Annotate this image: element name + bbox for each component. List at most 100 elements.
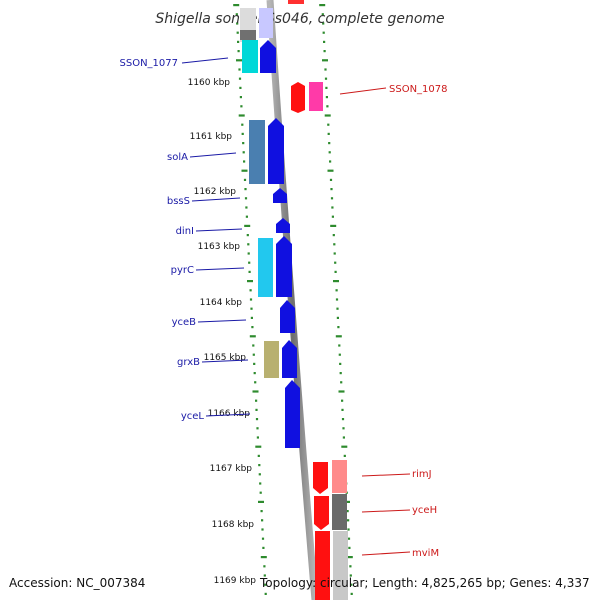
topology-text: Topology: circular; Length: 4,825,265 bp…	[259, 576, 590, 590]
gene-label-SSON_1077[interactable]: SSON_1077	[120, 58, 179, 69]
tick-dot	[350, 592, 353, 595]
kbp-tick-label: 1166 kbp	[208, 409, 251, 419]
kbp-tick-label: 1164 kbp	[200, 298, 243, 308]
tick-dot	[258, 500, 264, 503]
kbp-tick-label: 1167 kbp	[210, 464, 253, 474]
tick-dot	[252, 353, 255, 356]
gene-arrow-yceH	[314, 496, 329, 530]
tick-dot	[331, 206, 334, 209]
gene-arrow-yceL	[285, 380, 300, 448]
tick-dot	[236, 22, 239, 25]
gene-block	[288, 0, 304, 4]
tick-dot	[247, 252, 250, 255]
kbp-tick-label: 1161 kbp	[190, 132, 233, 142]
tick-dot	[245, 206, 248, 209]
tick-dot	[237, 50, 240, 53]
gene-label-yceB[interactable]: yceB	[172, 317, 197, 328]
tick-dot	[240, 105, 243, 108]
tick-dot	[237, 40, 240, 43]
gene-label-SSON_1078[interactable]: SSON_1078	[389, 84, 448, 95]
tick-dot	[255, 408, 258, 411]
tick-dot	[323, 50, 326, 53]
gene-arrow	[259, 8, 273, 38]
tick-dot	[255, 418, 259, 421]
tick-dot	[349, 574, 352, 577]
tick-dot	[250, 307, 253, 310]
accession-text: Accession: NC_007384	[9, 576, 145, 590]
kbp-tick-label: 1162 kbp	[194, 187, 237, 197]
gene-label-solA[interactable]: solA	[167, 152, 188, 163]
tick-dot	[241, 169, 248, 172]
tick-dot	[233, 4, 240, 7]
tick-dot	[261, 528, 264, 531]
gene-block-pyrC	[258, 238, 273, 297]
map-title: Shigella sonnei Ss046, complete genome	[155, 11, 444, 27]
tick-dot	[336, 307, 339, 310]
tick-dot	[338, 353, 341, 356]
tick-dot	[327, 123, 330, 126]
kbp-tick-label: 1168 kbp	[212, 520, 255, 530]
tick-dot	[319, 4, 326, 7]
kbp-tick-label: 1160 kbp	[188, 78, 231, 88]
tick-dot	[242, 151, 245, 154]
tick-dot	[324, 114, 331, 117]
gene-label-rimJ[interactable]: rimJ	[412, 469, 432, 480]
gene-label-dinI[interactable]: dinI	[176, 226, 194, 237]
tick-dot	[335, 289, 338, 292]
tick-dot	[323, 40, 326, 43]
gene-label-yceL[interactable]: yceL	[181, 411, 205, 422]
tick-dot	[349, 565, 352, 568]
gene-arrow	[282, 340, 297, 378]
gene-arrow-dinI	[276, 218, 290, 233]
genome-backbone	[266, 0, 319, 600]
tick-dot	[249, 289, 252, 292]
gene-features-left	[240, 8, 300, 448]
tick-dot	[327, 169, 334, 172]
tick-dot	[248, 261, 251, 264]
tick-dot	[264, 592, 267, 595]
gene-arrow-yceB	[280, 300, 295, 333]
gene-arrow-bssS	[273, 188, 287, 203]
gene-block	[309, 82, 323, 111]
tick-dot	[342, 436, 345, 439]
tick-dot	[246, 234, 249, 237]
tick-dot	[259, 491, 262, 494]
tick-dot	[330, 224, 337, 227]
tick-dot	[324, 77, 328, 80]
tick-dot	[333, 280, 339, 283]
tick-dot	[328, 151, 331, 154]
tick-dot	[322, 59, 328, 62]
tick-dot	[341, 408, 344, 411]
tick-dot	[249, 298, 253, 301]
tick-dot	[347, 528, 350, 531]
tick-dot	[244, 188, 247, 191]
gene-label-pyrC[interactable]: pyrC	[171, 265, 194, 276]
tick-dot	[330, 188, 333, 191]
gene-label-bssS[interactable]: bssS	[167, 196, 190, 207]
kbp-tick-label: 1169 kbp	[214, 576, 257, 586]
gene-label-grxB[interactable]: grxB	[177, 357, 200, 368]
tick-dot	[338, 344, 341, 347]
tick-dot	[346, 556, 353, 559]
tick-dot	[245, 215, 248, 218]
tick-dot	[250, 316, 253, 319]
gene-label-yceH[interactable]: yceH	[412, 505, 437, 516]
tick-dot	[258, 473, 261, 476]
tick-dot	[333, 243, 336, 246]
tick-dot	[251, 326, 254, 329]
tick-dot	[247, 280, 253, 283]
gene-label-mviM[interactable]: mviM	[412, 548, 439, 559]
gene-arrow-SSON_1078	[291, 82, 305, 113]
gene-arrow-mviM	[315, 531, 330, 600]
tick-dot	[327, 132, 330, 135]
tick-dot	[257, 454, 260, 457]
tick-dot	[262, 546, 265, 549]
tick-dot	[243, 160, 246, 163]
tick-dot	[244, 224, 251, 227]
gene-arrow	[268, 118, 284, 184]
kbp-tick-label: 1163 kbp	[198, 242, 241, 252]
tick-dot	[263, 574, 266, 577]
gene-features-right	[288, 0, 348, 600]
tick-dot	[328, 142, 331, 145]
